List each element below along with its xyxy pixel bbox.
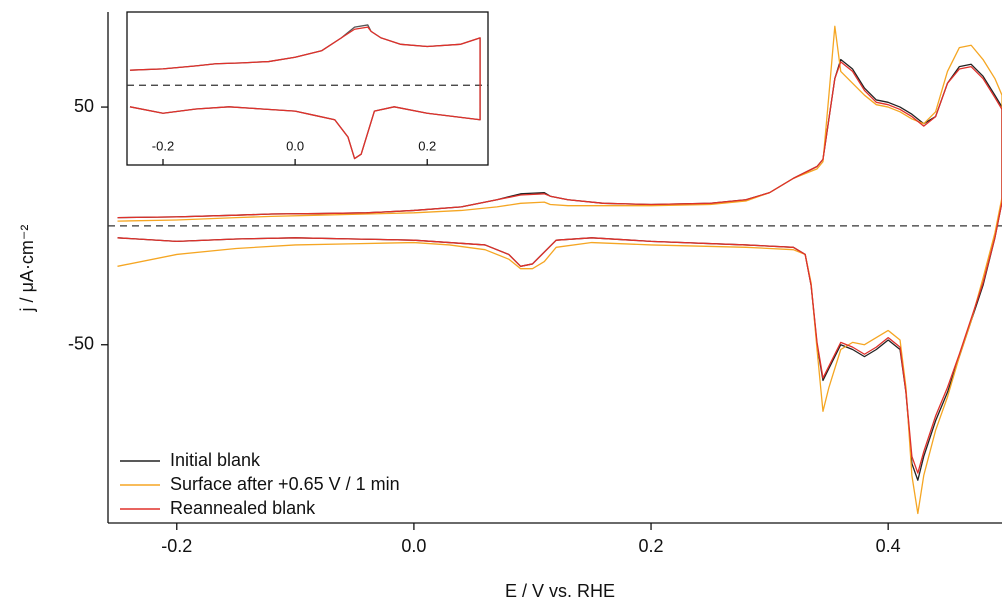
x-tick-label: 0.2 <box>418 138 436 153</box>
legend-label: Reannealed blank <box>170 498 316 518</box>
legend-label: Initial blank <box>170 450 261 470</box>
inset-frame <box>126 11 489 166</box>
x-axis-title: E / V vs. RHE <box>505 581 615 601</box>
x-tick-label: -0.2 <box>152 138 174 153</box>
data-line <box>117 61 1002 474</box>
y-tick-label: -50 <box>68 333 94 353</box>
data-line <box>129 26 481 160</box>
y-axis-title: j / μA·cm⁻² <box>17 225 37 313</box>
x-tick-label: 0.4 <box>876 536 901 556</box>
x-tick-label: -0.2 <box>161 536 192 556</box>
x-tick-label: 0.0 <box>286 138 304 153</box>
x-tick-label: 0.0 <box>401 536 426 556</box>
y-tick-label: 50 <box>74 96 94 116</box>
x-tick-label: 0.2 <box>639 536 664 556</box>
legend-label: Surface after +0.65 V / 1 min <box>170 474 400 494</box>
data-line <box>117 25 1002 515</box>
